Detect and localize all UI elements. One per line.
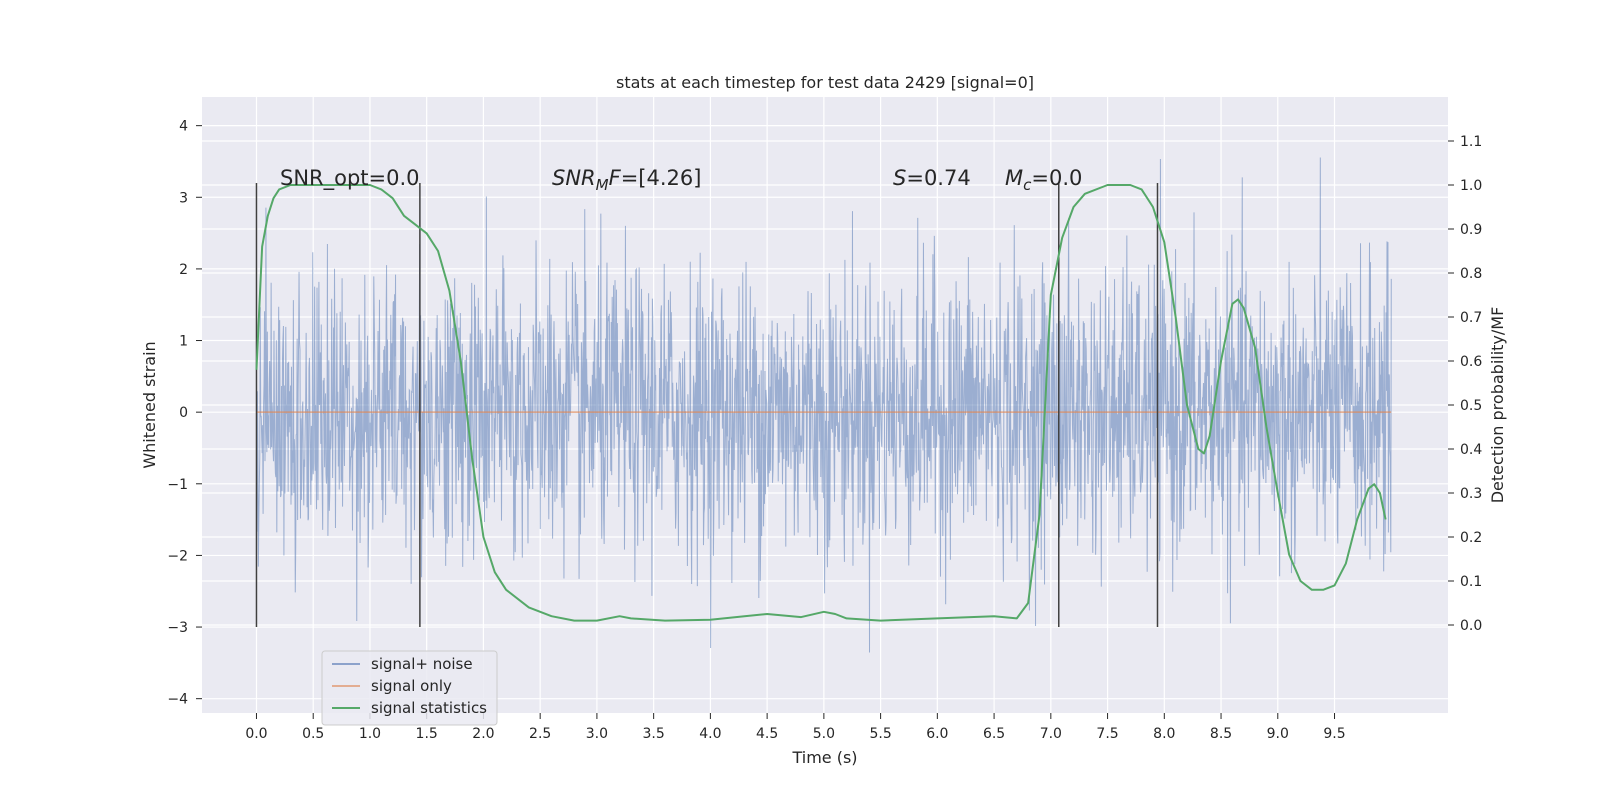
series-signal-statistics [255, 184, 1387, 622]
x-tick-label: 0.5 [302, 726, 324, 742]
y-left-tick-label: 3 [179, 190, 188, 206]
y-left-tick-label: −1 [167, 477, 188, 493]
x-tick-label: 2.0 [472, 726, 494, 742]
x-tick-label: 1.0 [359, 726, 381, 742]
x-axis-ticks: 0.0 0.5 1.0 1.5 2.0 2.5 3.0 3.5 4.0 4.5 5.0 5.5 6.0 6… [245, 713, 1346, 742]
legend-label-signal-statistics: signal statistics [371, 699, 487, 717]
annotation-mc: Mc=0.0 [1005, 166, 1082, 194]
y-right-tick-label: 0.1 [1460, 574, 1482, 590]
x-tick-label: 2.5 [529, 726, 551, 742]
annotation-snr-mf-value: =[4.26] [621, 166, 702, 190]
x-tick-label: 0.0 [245, 726, 267, 742]
legend-box [321, 650, 498, 726]
x-axis-label: Time (s) [791, 748, 857, 767]
y-right-tick-label: 0.7 [1460, 310, 1482, 326]
y-right-tick-label: 0.0 [1460, 618, 1482, 634]
y-left-tick-label: −3 [167, 620, 188, 636]
annotation-snr-mf-subscript: M [596, 176, 609, 194]
annotation-snr-mf-f: F [609, 166, 622, 190]
annotation-mc-value: =0.0 [1031, 166, 1082, 190]
x-tick-label: 7.0 [1040, 726, 1062, 742]
x-tick-label: 7.5 [1096, 726, 1118, 742]
y-axis-left-label: Whitened strain [140, 341, 159, 468]
x-tick-label: 3.0 [586, 726, 608, 742]
y-axis-right-ticks: 0.0 0.1 0.2 0.3 0.4 0.5 0.6 0.7 0.8 0.9 1.0 1.1 [1448, 134, 1482, 634]
y-right-tick-label: 0.2 [1460, 530, 1482, 546]
annotation-s: S=0.74 [893, 166, 971, 190]
y-left-tick-label: 2 [179, 262, 188, 278]
y-right-tick-label: 0.8 [1460, 266, 1482, 282]
legend: signal+ noise signal only signal statist… [321, 650, 498, 726]
x-tick-label: 8.0 [1153, 726, 1175, 742]
annotation-mc-symbol: M [1005, 166, 1023, 190]
y-right-tick-label: 1.1 [1460, 134, 1482, 150]
annotation-s-symbol: S [893, 166, 906, 190]
line-signal-statistics [255, 184, 1387, 622]
y-left-tick-label: −4 [167, 692, 188, 708]
x-tick-label: 4.5 [756, 726, 778, 742]
x-tick-label: 9.0 [1267, 726, 1289, 742]
annotation-snr-mf-snr: SNR [552, 166, 596, 190]
y-axis-left-ticks: −4 −3 −2 −1 0 1 2 3 4 [167, 119, 202, 708]
annotation-snr-opt: SNR_opt=0.0 [280, 166, 420, 191]
x-tick-label: 8.5 [1210, 726, 1232, 742]
chart-title: stats at each timestep for test data 242… [616, 73, 1034, 92]
y-left-tick-label: 0 [179, 405, 188, 421]
x-tick-label: 9.5 [1323, 726, 1345, 742]
x-tick-label: 3.5 [643, 726, 665, 742]
annotation-s-value: =0.74 [906, 166, 970, 190]
y-right-tick-label: 0.5 [1460, 398, 1482, 414]
y-left-tick-label: 4 [179, 119, 188, 135]
y-left-tick-label: 1 [179, 334, 188, 350]
x-tick-label: 6.0 [926, 726, 948, 742]
y-right-tick-label: 0.4 [1460, 442, 1482, 458]
y-right-tick-label: 0.6 [1460, 354, 1482, 370]
y-right-tick-label: 0.9 [1460, 222, 1482, 238]
annotation-mc-subscript: c [1023, 176, 1032, 194]
y-left-tick-label: −2 [167, 548, 188, 564]
x-tick-label: 1.5 [416, 726, 438, 742]
y-axis-right-label: Detection probability/MF [1488, 307, 1507, 504]
legend-label-signal-plus-noise: signal+ noise [371, 655, 473, 673]
x-tick-label: 5.5 [869, 726, 891, 742]
x-tick-label: 4.0 [699, 726, 721, 742]
legend-label-signal-only: signal only [371, 677, 452, 695]
y-right-tick-label: 0.3 [1460, 486, 1482, 502]
x-tick-label: 5.0 [813, 726, 835, 742]
annotation-snr-mf: SNRMF=[4.26] [552, 166, 701, 194]
x-tick-label: 6.5 [983, 726, 1005, 742]
y-right-tick-label: 1.0 [1460, 178, 1482, 194]
